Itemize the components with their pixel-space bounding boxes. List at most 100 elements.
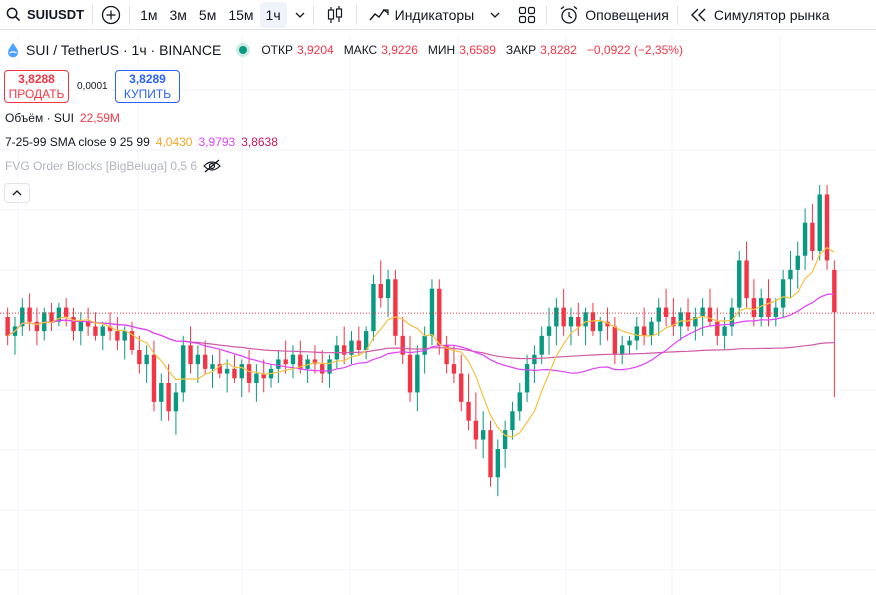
market-status-dot[interactable] [239, 46, 248, 54]
sma-legend[interactable]: 7-25-99 SMA close 9 25 99 4,0430 3,9793 … [5, 135, 278, 149]
candle-body [568, 317, 574, 327]
sma25-value: 3,9793 [198, 135, 236, 149]
indicators-label: Индикаторы [394, 6, 475, 23]
divider [92, 4, 94, 25]
candle-body [173, 392, 179, 412]
candle-body [517, 392, 522, 412]
divider [546, 4, 548, 25]
sma7-value: 4,0430 [155, 135, 193, 149]
templates-button[interactable] [508, 0, 546, 30]
candle-body [188, 345, 193, 365]
chart-type-button[interactable] [314, 0, 356, 30]
sell-price: 3,8288 [18, 71, 55, 86]
sma25-line [7, 293, 835, 374]
candle-body [795, 255, 800, 270]
interval-dropdown[interactable] [287, 12, 313, 18]
candle-body [561, 307, 566, 327]
candle-body [583, 312, 588, 327]
candle-body [232, 368, 237, 379]
sma7-line [7, 246, 835, 438]
chevron-up-icon [12, 190, 22, 196]
candle-body [634, 326, 640, 341]
candle-body [400, 335, 405, 355]
series-legend: SUI / TetherUS · 1ч · BINANCE ОТКР 3,9204… [0, 42, 689, 58]
candle-body [671, 317, 676, 327]
candle-body [788, 269, 793, 280]
eye-hidden-icon[interactable] [203, 159, 221, 173]
candle-body [407, 354, 413, 393]
series-title[interactable]: SUI / TetherUS · 1ч · BINANCE [6, 42, 221, 58]
candle-body [356, 340, 362, 350]
candle-body [758, 298, 764, 317]
candle-body [532, 354, 537, 365]
volume-label: Объём · SUI [5, 111, 74, 125]
candle-body [437, 288, 442, 346]
candle-body [144, 354, 149, 365]
divider [355, 4, 357, 25]
indicators-button[interactable]: Индикаторы [357, 0, 483, 30]
divider [312, 4, 314, 25]
collapse-legend-button[interactable] [4, 183, 30, 203]
candle-body [393, 279, 398, 336]
sell-button[interactable]: 3,8288 ПРОДАТЬ [4, 70, 69, 103]
fvg-legend[interactable]: FVG Order Blocks [BigBeluga] 0,5 6 [5, 159, 221, 173]
candle-body [298, 354, 303, 369]
alerts-button[interactable]: Оповещения [547, 0, 677, 30]
candle-body [480, 430, 486, 440]
candle-body [27, 307, 32, 322]
candle-body [678, 312, 683, 327]
candles-icon [327, 5, 342, 23]
fvg-label: FVG Order Blocks [BigBeluga] 0,5 6 [5, 159, 198, 173]
candle-body [385, 279, 391, 299]
candle-body [649, 321, 654, 336]
volume-legend[interactable]: Объём · SUI 22,59M [5, 111, 120, 125]
candle-body [554, 307, 559, 327]
candle-body [722, 326, 727, 336]
search-icon [6, 7, 21, 22]
sell-label: ПРОДАТЬ [8, 86, 65, 101]
candle-body [159, 383, 164, 402]
candle-body [466, 401, 471, 421]
symbol-search[interactable]: SUIUSDT [0, 0, 92, 30]
sui-logo-icon [8, 43, 18, 58]
candle-body [34, 321, 40, 332]
interval-5m[interactable]: 5м [198, 6, 217, 23]
ohlc-values: ОТКР 3,9204 МАКС 3,9226 МИН 3,6589 ЗАКР 3,82… [261, 43, 689, 57]
interval-1h[interactable]: 1ч [259, 1, 287, 28]
candle-body [802, 222, 808, 256]
candle-body [824, 194, 830, 261]
candle-body [327, 359, 332, 374]
divider [129, 4, 131, 25]
interval-3m[interactable]: 3м [169, 6, 187, 23]
replay-button[interactable]: Симулятор рынка [678, 0, 838, 30]
candle-body [20, 307, 25, 327]
candle-body [444, 345, 449, 365]
candle-body [49, 312, 54, 322]
replay-label: Симулятор рынка [713, 6, 830, 23]
candle-body [85, 321, 91, 327]
candle-body [729, 307, 735, 327]
candle-body [773, 307, 779, 317]
rewind-icon [690, 8, 706, 21]
indicators-dropdown[interactable] [482, 0, 508, 30]
interval-15m[interactable]: 15м [228, 6, 254, 23]
candle-body [576, 317, 581, 327]
candle-body [107, 326, 113, 332]
volume-value: 22,59M [79, 111, 120, 125]
candle-body [502, 430, 508, 449]
sma-label: 7-25-99 SMA close 9 25 99 [5, 135, 150, 149]
candle-body [656, 307, 661, 322]
candle-body [349, 340, 354, 355]
high-label: МАКС [343, 43, 378, 57]
interval-1m[interactable]: 1м [140, 6, 158, 23]
compare-symbol-button[interactable] [93, 0, 129, 30]
candle-body [210, 364, 215, 369]
candle-body [685, 312, 691, 327]
candle-body [5, 317, 10, 336]
candle-body [810, 222, 815, 251]
open-value: 3,9204 [296, 43, 334, 57]
candle-body [129, 331, 135, 350]
buy-button[interactable]: 3,8289 КУПИТЬ [115, 70, 180, 103]
candle-body [832, 269, 837, 313]
